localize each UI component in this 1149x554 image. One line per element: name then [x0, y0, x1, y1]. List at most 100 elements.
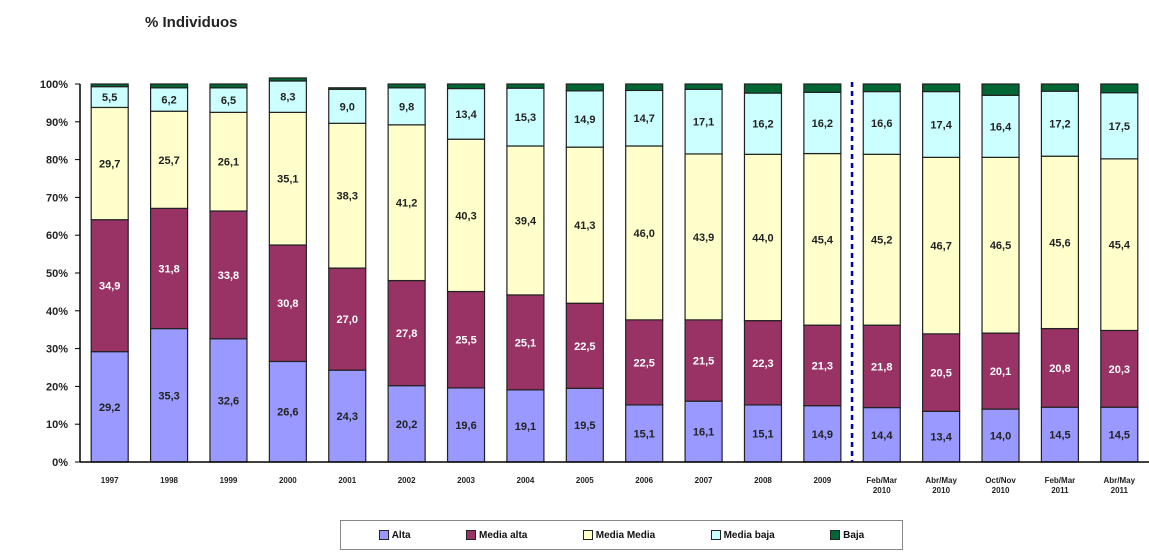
- data-label: 46,7: [930, 241, 951, 253]
- bar-segment: [625, 145, 664, 321]
- data-label: 14,4: [871, 430, 893, 442]
- data-label: 9,8: [399, 101, 414, 113]
- x-tick-label: 1997: [101, 476, 119, 485]
- x-tick-label: 2003: [457, 476, 475, 485]
- bar-segment: [209, 83, 248, 89]
- data-label: 6,5: [221, 95, 236, 107]
- bar-segment: [268, 360, 307, 463]
- x-tick-label: 1999: [220, 476, 238, 485]
- data-label: 14,9: [812, 429, 833, 441]
- bar-segment: [922, 333, 961, 412]
- bar-segment: [268, 77, 307, 82]
- data-label: 27,8: [396, 328, 417, 340]
- bar-segment: [328, 267, 367, 371]
- data-label: 35,3: [158, 390, 179, 402]
- bar-segment: [981, 408, 1020, 463]
- data-label: 24,3: [337, 411, 358, 423]
- legend-swatch-media-baja: [710, 530, 721, 540]
- legend-item-alta: Alta: [378, 530, 411, 541]
- data-label: 41,3: [574, 220, 595, 232]
- data-label: 26,1: [218, 157, 239, 169]
- x-tick-label: 2011: [1111, 486, 1129, 495]
- y-tick-label: 20%: [46, 381, 68, 393]
- bar-segment: [565, 302, 604, 389]
- bar-segment: [981, 332, 1020, 410]
- x-tick-label: 2007: [695, 476, 713, 485]
- data-label: 13,4: [930, 432, 952, 444]
- bar-segment: [981, 83, 1020, 96]
- bar-segment: [209, 210, 248, 340]
- data-label: 39,4: [515, 215, 537, 227]
- data-label: 45,4: [812, 234, 834, 246]
- data-label: 45,4: [1109, 240, 1131, 252]
- bar-segment: [446, 83, 486, 90]
- legend-label-baja: Baja: [843, 529, 865, 541]
- y-tick-label: 10%: [46, 419, 68, 431]
- bar-segment: [565, 387, 604, 463]
- bar-segment: [743, 320, 783, 406]
- bar-segment: [149, 83, 189, 89]
- x-tick-label: 2006: [635, 476, 653, 485]
- data-label: 15,1: [633, 428, 654, 440]
- bar-segment: [506, 83, 545, 89]
- data-label: 21,3: [812, 360, 833, 372]
- data-label: 29,7: [99, 159, 120, 171]
- data-label: 33,8: [218, 270, 239, 282]
- bar-segment: [803, 83, 842, 93]
- data-label: 25,1: [515, 337, 536, 349]
- x-tick-label: 2011: [1051, 486, 1069, 495]
- bar-segment: [684, 400, 723, 463]
- bar-segment: [1100, 329, 1139, 408]
- legend-item-media-media: Media Media: [582, 530, 655, 541]
- y-tick-label: 90%: [46, 117, 68, 129]
- data-label: 40,3: [455, 210, 476, 222]
- legend-label-media-alta: Media alta: [478, 529, 528, 541]
- bar-segment: [506, 87, 545, 147]
- data-label: 19,5: [574, 420, 595, 432]
- data-label: 17,4: [930, 119, 952, 131]
- legend-item-baja: Baja: [830, 530, 864, 541]
- legend: Alta Media alta Media Media Media baja B…: [340, 520, 903, 550]
- bar-segment: [922, 410, 961, 463]
- bar-segment: [862, 83, 901, 93]
- bar-segment: [743, 83, 783, 94]
- data-label: 6,2: [161, 94, 176, 106]
- data-label: 21,5: [693, 356, 714, 368]
- bar-segment: [922, 156, 961, 335]
- bar-segment: [90, 83, 129, 88]
- bar-segment: [506, 145, 545, 296]
- bar-segment: [565, 90, 604, 148]
- bar-segment: [625, 83, 664, 92]
- y-tick-label: 100%: [40, 79, 68, 91]
- x-tick-label: 2004: [517, 476, 535, 485]
- x-tick-label: 2010: [992, 486, 1010, 495]
- data-label: 14,0: [990, 431, 1011, 443]
- data-label: 32,6: [218, 395, 239, 407]
- x-tick-label: 2001: [338, 476, 356, 485]
- data-label: 14,9: [574, 114, 595, 126]
- y-tick-label: 80%: [46, 155, 68, 167]
- x-tick-label: 2010: [932, 486, 950, 495]
- data-label: 22,5: [633, 357, 654, 369]
- x-tick-label: Abr/May: [925, 476, 957, 485]
- data-label: 30,8: [277, 298, 298, 310]
- x-tick-label: Feb/Mar: [1045, 476, 1076, 485]
- legend-item-media-alta: Media alta: [465, 529, 528, 541]
- data-label: 35,1: [277, 174, 298, 186]
- data-label: 45,2: [871, 235, 892, 247]
- bar-segment: [625, 319, 664, 406]
- data-label: 31,8: [158, 263, 179, 275]
- data-label: 34,9: [99, 281, 120, 293]
- data-label: 44,0: [752, 232, 773, 244]
- bar-segment: [684, 88, 723, 155]
- x-tick-label: 2010: [873, 486, 891, 495]
- bar-segment: [684, 83, 723, 90]
- data-label: 16,2: [752, 119, 773, 131]
- y-tick-label: 60%: [46, 230, 68, 242]
- bar-segment: [862, 153, 901, 326]
- legend-swatch-alta: [378, 530, 389, 540]
- bar-segment: [1040, 327, 1080, 408]
- data-label: 17,5: [1109, 121, 1130, 133]
- data-label: 20,1: [990, 366, 1011, 378]
